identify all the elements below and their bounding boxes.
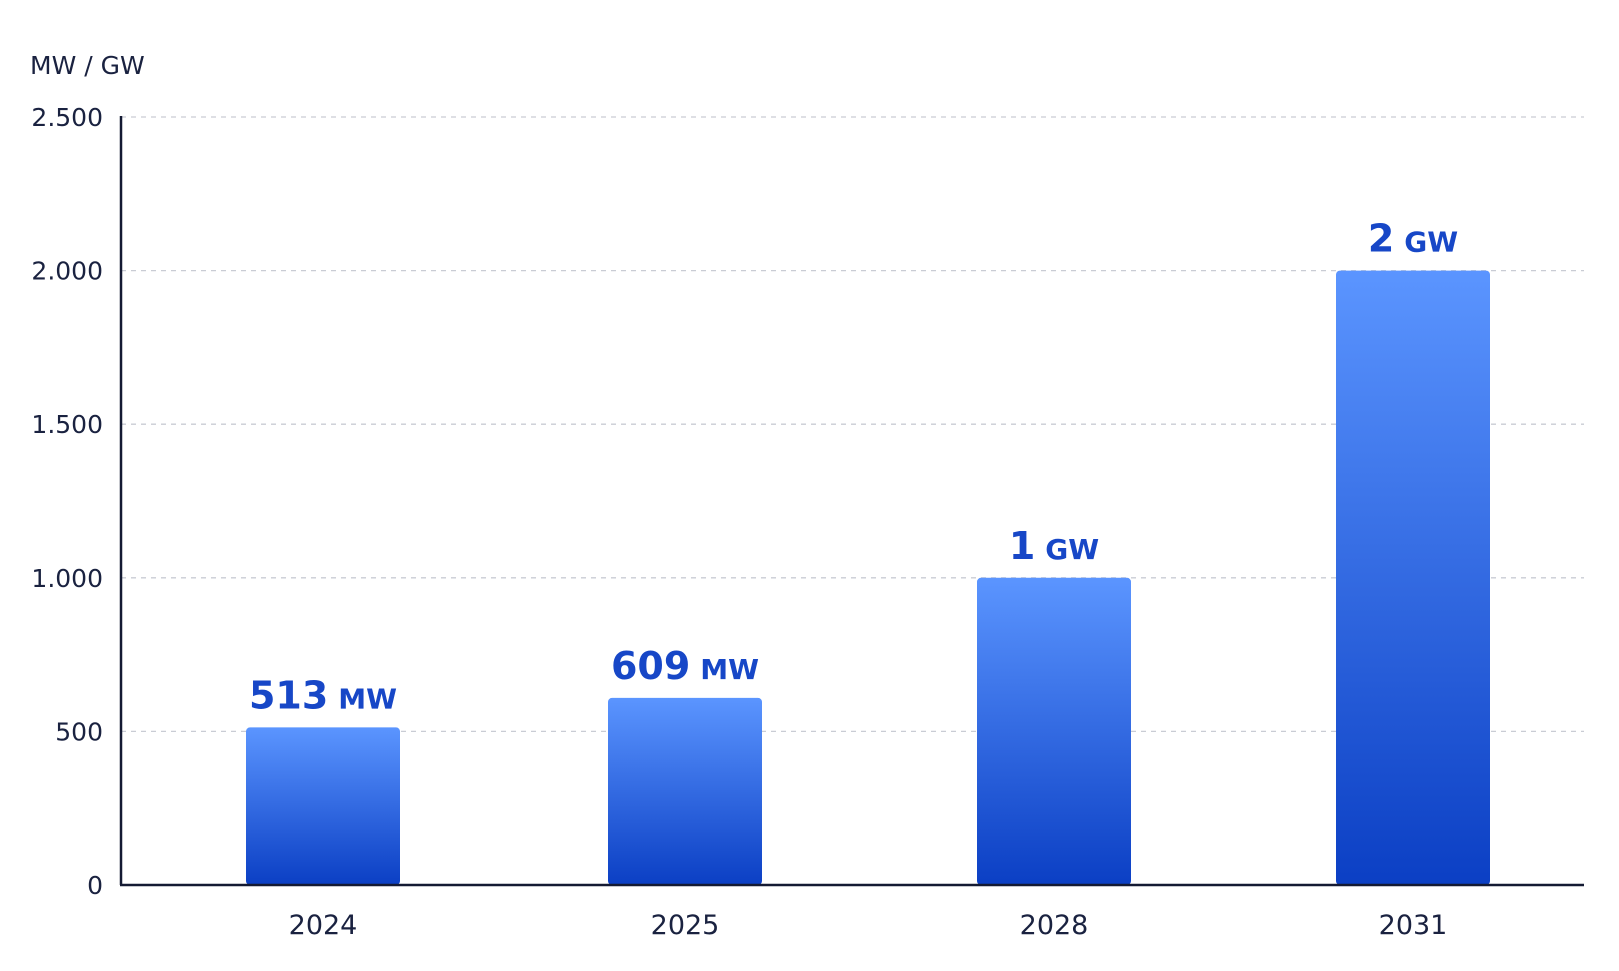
bar-value-unit: GW xyxy=(1045,533,1099,566)
bar-data-label: 609 MW xyxy=(611,644,759,688)
bar-value-number: 609 xyxy=(611,644,690,688)
bar-value-number: 1 xyxy=(1009,524,1035,568)
x-tick-label: 2025 xyxy=(651,910,720,941)
x-tick-label: 2024 xyxy=(289,910,358,941)
x-tick-label: 2031 xyxy=(1379,910,1448,941)
bar-value-unit: MW xyxy=(338,682,397,715)
bar-data-label: 513 MW xyxy=(249,673,397,717)
x-tick-label: 2028 xyxy=(1020,910,1089,941)
y-axis-label: MW / GW xyxy=(30,51,145,80)
y-tick-label: 2.000 xyxy=(31,257,103,286)
bar-data-label: 1 GW xyxy=(1009,524,1099,568)
bar xyxy=(246,727,400,885)
bar xyxy=(608,697,762,885)
x-axis-ticks: 2024 2025 2028 2031 xyxy=(289,910,1448,941)
bars xyxy=(246,270,1490,886)
bar-value-number: 2 xyxy=(1368,217,1394,261)
y-tick-label: 2.500 xyxy=(31,103,103,132)
bar-value-unit: GW xyxy=(1404,226,1458,259)
bar-data-label: 2 GW xyxy=(1368,217,1458,261)
y-tick-label: 0 xyxy=(87,871,103,900)
bar-value-number: 513 xyxy=(249,673,328,717)
y-tick-label: 1.000 xyxy=(31,564,103,593)
bar xyxy=(1336,270,1490,886)
y-tick-label: 500 xyxy=(55,717,103,746)
bar xyxy=(977,577,1131,885)
data-labels: 513 MW 609 MW 1 GW 2 GW xyxy=(249,217,1458,718)
y-axis-ticks: 0 500 1.000 1.500 2.000 2.500 xyxy=(31,103,103,900)
y-tick-label: 1.500 xyxy=(31,410,103,439)
bar-value-unit: MW xyxy=(700,653,759,686)
